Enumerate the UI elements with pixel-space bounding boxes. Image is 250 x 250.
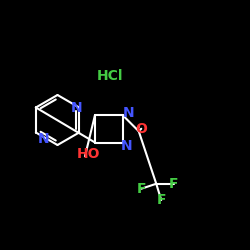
Text: F: F (136, 182, 146, 196)
Text: N: N (38, 132, 50, 146)
Text: N: N (123, 106, 134, 120)
Text: N: N (120, 139, 132, 153)
Text: F: F (169, 177, 178, 191)
Text: HCl: HCl (97, 69, 123, 83)
Text: HO: HO (77, 147, 100, 161)
Text: F: F (156, 193, 166, 207)
Text: O: O (135, 122, 147, 136)
Text: N: N (71, 100, 83, 114)
